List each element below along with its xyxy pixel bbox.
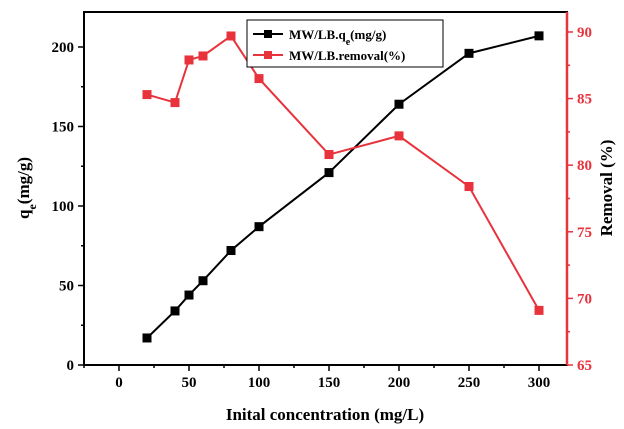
data-point-removal: [534, 305, 544, 315]
data-point-removal: [394, 131, 404, 141]
legend-label-removal: MW/LB.removal(%): [289, 48, 405, 63]
series-line-qe: [146, 34, 540, 339]
y-left-tick-label: 150: [52, 119, 75, 135]
series-line-removal: [146, 34, 540, 311]
x-tick-label: 300: [528, 375, 551, 391]
data-point-removal: [184, 55, 194, 65]
x-tick-label: 150: [318, 375, 341, 391]
y-right-tick-label: 75: [577, 225, 592, 241]
data-point-qe: [170, 306, 180, 316]
data-point-qe: [324, 168, 334, 178]
x-tick-label: 0: [115, 375, 123, 391]
y-right-tick-label: 85: [577, 92, 592, 108]
legend-box: [246, 19, 444, 68]
data-point-removal: [324, 150, 334, 160]
y-right-tick-label: 80: [577, 158, 592, 174]
y-right-tick-label: 90: [577, 25, 592, 41]
data-point-removal: [170, 98, 180, 108]
x-axis-title: Inital concentration (mg/L): [226, 405, 424, 424]
data-point-qe: [184, 290, 194, 300]
x-tick-label: 200: [388, 375, 411, 391]
x-tick-label: 100: [248, 375, 271, 391]
legend: MW/LB.qe(mg/g) MW/LB.removal(%): [246, 19, 444, 68]
data-point-qe: [226, 246, 236, 256]
data-point-removal: [142, 90, 152, 100]
y-right-axis-title: Removal (%): [597, 140, 616, 237]
y-left-tick-label: 0: [67, 358, 75, 374]
y-left-tick-label: 50: [59, 278, 74, 294]
data-point-qe: [142, 333, 152, 343]
data-point-qe: [534, 31, 544, 41]
y-left-tick-label: 200: [52, 40, 75, 56]
data-point-qe: [464, 48, 474, 58]
data-point-removal: [226, 31, 236, 41]
data-point-qe: [198, 276, 208, 286]
y-left-tick-label: 100: [52, 199, 75, 215]
data-point-removal: [254, 74, 264, 84]
data-point-qe: [254, 222, 264, 232]
legend-marker-removal: [264, 51, 272, 59]
y-left-axis-title: qe(mg/g): [14, 157, 39, 219]
x-tick-label: 50: [182, 375, 197, 391]
data-point-removal: [464, 182, 474, 192]
y-right-tick-label: 65: [577, 358, 592, 374]
legend-marker-qe: [264, 30, 272, 38]
x-tick-label: 250: [458, 375, 481, 391]
y-right-tick-label: 70: [577, 291, 592, 307]
data-point-removal: [198, 51, 208, 61]
legend-label-qe: MW/LB.qe(mg/g): [289, 27, 386, 48]
data-point-qe: [394, 99, 404, 109]
